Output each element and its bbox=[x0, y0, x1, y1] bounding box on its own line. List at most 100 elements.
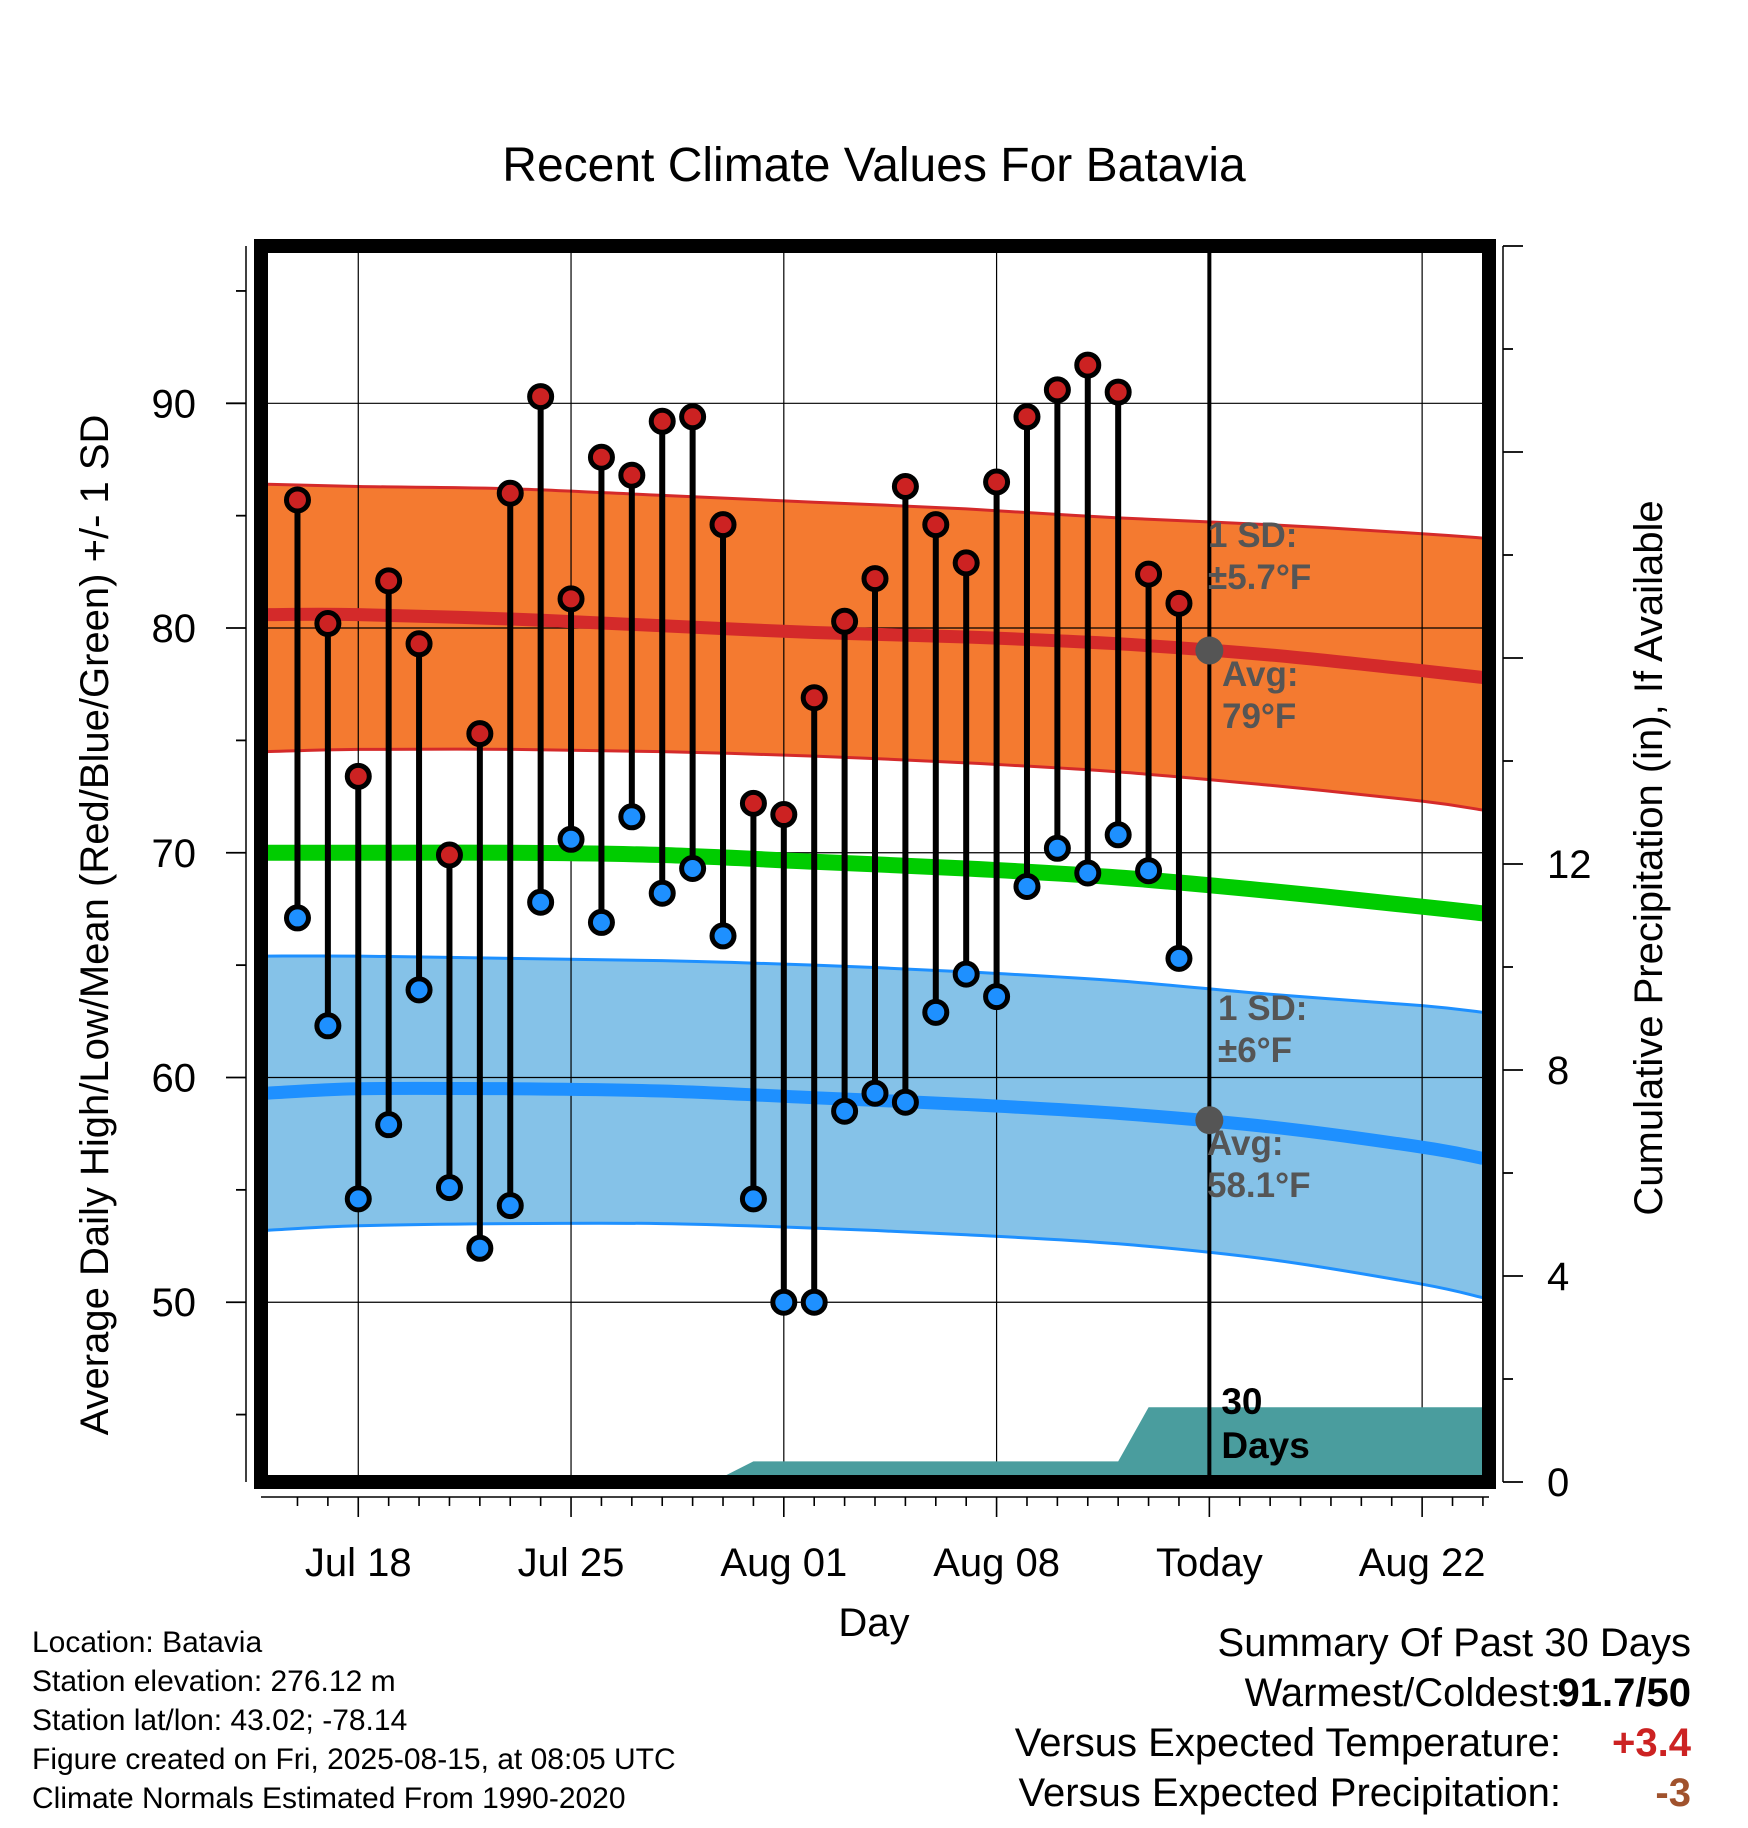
obs-low-point bbox=[648, 879, 676, 907]
y2-axis-label: Cumulative Precipitation (in), If Availa… bbox=[1627, 500, 1671, 1215]
precip-value: -3 bbox=[1655, 1771, 1691, 1815]
obs-high-point bbox=[739, 789, 767, 817]
station-info: Location: Batavia Station elevation: 276… bbox=[32, 1623, 676, 1818]
y2-tick-label: 4 bbox=[1547, 1255, 1569, 1299]
obs-low-point bbox=[1013, 872, 1041, 900]
obs-high-point bbox=[648, 407, 676, 435]
y-axis-label: Average Daily High/Low/Mean (Red/Blue/Gr… bbox=[73, 415, 117, 1436]
obs-low-point bbox=[405, 976, 433, 1004]
obs-low-point bbox=[922, 998, 950, 1026]
obs-high-point bbox=[1013, 403, 1041, 431]
today-days-label-line2: Days bbox=[1221, 1425, 1309, 1466]
obs-high-point bbox=[1165, 589, 1193, 617]
created-text: Figure created on Fri, 2025-08-15, at 08… bbox=[32, 1743, 676, 1776]
low-sd-lower-line bbox=[267, 1221, 1484, 1300]
today-low-avg-marker bbox=[1195, 1106, 1224, 1135]
high-sd-annotation-line1: 1 SD: bbox=[1208, 516, 1297, 555]
obs-high-point bbox=[983, 468, 1011, 496]
y2-tick-label: 8 bbox=[1547, 1049, 1569, 1093]
obs-high-point bbox=[496, 479, 524, 507]
low-avg-annotation-line1: Avg: bbox=[1207, 1124, 1283, 1163]
high-sd-upper-line bbox=[267, 482, 1484, 540]
obs-low-point bbox=[1165, 944, 1193, 972]
obs-low-point bbox=[283, 904, 311, 932]
obs-low-point bbox=[739, 1185, 767, 1213]
obs-low-point bbox=[527, 888, 555, 916]
obs-high-point bbox=[435, 841, 463, 869]
obs-low-point bbox=[1074, 859, 1102, 887]
obs-low-point bbox=[1043, 834, 1071, 862]
high-avg-annotation-line2: 79°F bbox=[1222, 697, 1296, 736]
chart-title: Recent Climate Values For Batavia bbox=[502, 139, 1246, 192]
obs-high-point bbox=[618, 461, 646, 489]
avg-high-line bbox=[267, 607, 1484, 684]
obs-high-point bbox=[314, 610, 342, 638]
obs-low-point bbox=[679, 854, 707, 882]
today-days-label-line1: 30 bbox=[1221, 1381, 1262, 1422]
obs-high-point bbox=[344, 762, 372, 790]
x-tick-label: Aug 08 bbox=[933, 1541, 1060, 1585]
obs-low-point bbox=[375, 1111, 403, 1139]
high-sd-annotation-line2: ±5.7°F bbox=[1208, 558, 1311, 597]
obs-high-point bbox=[527, 383, 555, 411]
temp-value: +3.4 bbox=[1612, 1721, 1691, 1765]
warmest-label: Warmest/Coldest: bbox=[1244, 1671, 1561, 1715]
summary-warmest-row: Warmest/Coldest: 91.7/50 bbox=[931, 1668, 1691, 1718]
location-text: Location: Batavia bbox=[32, 1626, 263, 1659]
low-avg-annotation-line2: 58.1°F bbox=[1207, 1166, 1311, 1205]
x-tick-label: Aug 01 bbox=[720, 1541, 847, 1585]
obs-high-point bbox=[1135, 560, 1163, 588]
obs-high-point bbox=[1104, 378, 1132, 406]
obs-high-point bbox=[405, 630, 433, 658]
obs-high-point bbox=[1043, 376, 1071, 404]
x-tick-label: Today bbox=[1156, 1541, 1263, 1585]
plot-frame bbox=[254, 239, 1496, 1489]
obs-high-point bbox=[375, 567, 403, 595]
obs-low-point bbox=[983, 983, 1011, 1011]
y2-tick-label: 0 bbox=[1547, 1461, 1569, 1505]
obs-low-point bbox=[891, 1088, 919, 1116]
obs-high-point bbox=[557, 585, 585, 613]
today-high-avg-marker bbox=[1195, 636, 1224, 665]
summary-panel: Summary Of Past 30 Days Warmest/Coldest:… bbox=[931, 1618, 1691, 1818]
x-tick-label: Jul 25 bbox=[518, 1541, 625, 1585]
obs-low-point bbox=[861, 1079, 889, 1107]
obs-high-point bbox=[952, 549, 980, 577]
plot-clipped-group bbox=[261, 246, 1489, 1482]
obs-high-point bbox=[679, 403, 707, 431]
obs-high-point bbox=[587, 443, 615, 471]
warmest-value: 91.7/50 bbox=[1557, 1671, 1691, 1715]
y2-tick-label: 12 bbox=[1547, 843, 1592, 887]
high-sd-lower-line bbox=[267, 747, 1484, 812]
y-tick-label: 90 bbox=[152, 382, 197, 426]
elevation-text: Station elevation: 276.12 m bbox=[32, 1665, 396, 1698]
obs-high-point bbox=[831, 607, 859, 635]
obs-low-point bbox=[344, 1185, 372, 1213]
y-tick-label: 80 bbox=[152, 607, 197, 651]
latlon-text: Station lat/lon: 43.02; -78.14 bbox=[32, 1704, 408, 1737]
obs-low-point bbox=[314, 1012, 342, 1040]
obs-high-point bbox=[466, 720, 494, 748]
obs-low-point bbox=[466, 1234, 494, 1262]
precip-label: Versus Expected Precipitation: bbox=[1018, 1771, 1561, 1815]
obs-high-point bbox=[1074, 351, 1102, 379]
x-tick-label: Jul 18 bbox=[305, 1541, 412, 1585]
obs-low-point bbox=[831, 1097, 859, 1125]
y-tick-label: 70 bbox=[152, 832, 197, 876]
summary-title: Summary Of Past 30 Days bbox=[1217, 1621, 1691, 1665]
obs-low-point bbox=[1135, 857, 1163, 885]
obs-high-point bbox=[770, 801, 798, 829]
obs-low-point bbox=[435, 1174, 463, 1202]
obs-high-point bbox=[922, 511, 950, 539]
precip-area bbox=[540, 1407, 1483, 1482]
obs-high-point bbox=[709, 511, 737, 539]
obs-high-point bbox=[891, 472, 919, 500]
obs-low-point bbox=[952, 960, 980, 988]
low-sd-annotation-line1: 1 SD: bbox=[1218, 989, 1307, 1028]
obs-low-point bbox=[618, 803, 646, 831]
obs-low-point bbox=[496, 1192, 524, 1220]
obs-low-point bbox=[770, 1288, 798, 1316]
obs-low-point bbox=[587, 908, 615, 936]
